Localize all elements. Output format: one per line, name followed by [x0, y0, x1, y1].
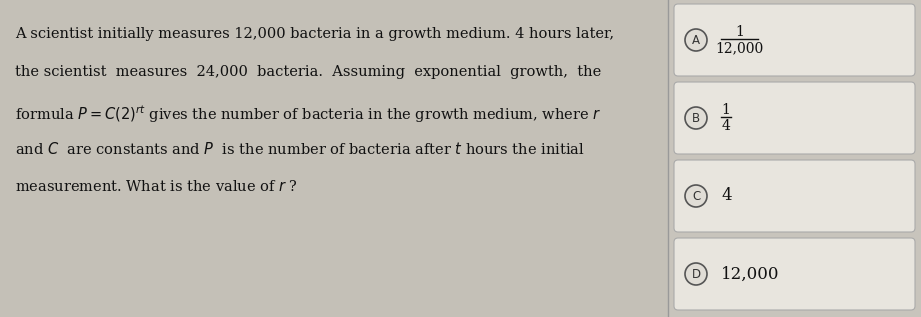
Circle shape — [685, 263, 707, 285]
Text: 4: 4 — [721, 187, 731, 204]
Text: D: D — [692, 268, 701, 281]
FancyBboxPatch shape — [674, 238, 915, 310]
FancyBboxPatch shape — [674, 82, 915, 154]
Circle shape — [685, 107, 707, 129]
FancyBboxPatch shape — [674, 160, 915, 232]
Text: the scientist  measures  24,000  bacteria.  Assuming  exponential  growth,  the: the scientist measures 24,000 bacteria. … — [15, 65, 601, 79]
Text: 1: 1 — [735, 25, 744, 39]
Text: 12,000: 12,000 — [716, 41, 764, 55]
Text: A scientist initially measures 12,000 bacteria in a growth medium. 4 hours later: A scientist initially measures 12,000 ba… — [15, 27, 614, 41]
Text: measurement. What is the value of $r$ ?: measurement. What is the value of $r$ ? — [15, 179, 298, 194]
FancyBboxPatch shape — [0, 0, 668, 317]
Circle shape — [685, 185, 707, 207]
Circle shape — [685, 29, 707, 51]
Text: 1: 1 — [721, 103, 730, 117]
Text: B: B — [692, 112, 700, 125]
Text: C: C — [692, 190, 700, 203]
Text: 12,000: 12,000 — [721, 266, 779, 282]
FancyBboxPatch shape — [668, 0, 921, 317]
FancyBboxPatch shape — [674, 4, 915, 76]
Text: A: A — [692, 34, 700, 47]
Text: 4: 4 — [721, 119, 730, 133]
Text: and $C$  are constants and $P$  is the number of bacteria after $t$ hours the in: and $C$ are constants and $P$ is the num… — [15, 141, 585, 157]
Text: formula $P = C(2)^{rt}$ gives the number of bacteria in the growth medium, where: formula $P = C(2)^{rt}$ gives the number… — [15, 103, 601, 125]
